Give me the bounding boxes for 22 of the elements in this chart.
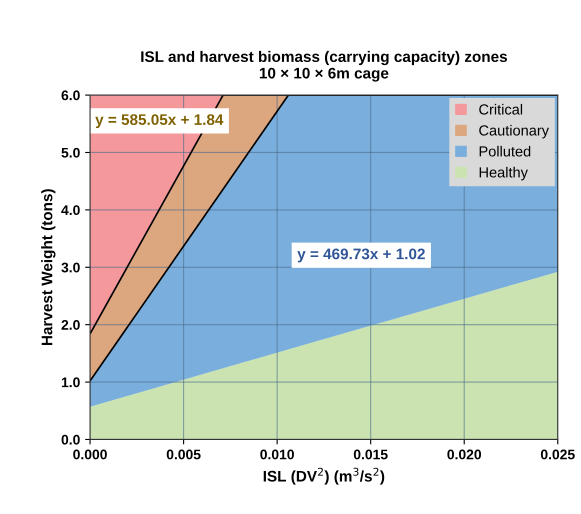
legend-label: Healthy (480, 166, 528, 180)
x-tick-label: 0.010 (260, 450, 294, 460)
y-tick-label: 4.0 (61, 205, 80, 216)
annotation: y = 585.05x + 1.84 (95, 114, 224, 128)
x-tick-label: 0.005 (166, 450, 201, 460)
x-tick-label: 0.015 (354, 450, 388, 460)
y-tick-label: 1.0 (62, 377, 80, 388)
legend-label: Cautionary (479, 124, 549, 138)
y-tick-label: 6.0 (62, 90, 80, 100)
annotation: y = 469.73x + 1.02 (297, 248, 425, 262)
y-tick-label: 3.0 (61, 262, 80, 272)
x-tick-label: 0.025 (540, 450, 575, 460)
legend-label: Critical (479, 104, 522, 115)
y-tick-label: 0.0 (62, 434, 80, 445)
x-tick-label: 0.020 (447, 450, 482, 460)
x-tick-label: 0.000 (73, 450, 107, 460)
y-axis-title: Harvest Weight (tons) (41, 189, 56, 346)
legend-label: Polluted (480, 146, 530, 157)
chart-title: ISL and harvest biomass (carrying capacity) zones 10 × 10 × 6m cage (141, 50, 507, 82)
y-tick-label: 2.0 (62, 320, 80, 330)
y-tick-label: 5.0 (61, 148, 80, 158)
x-axis-title: ISL (DV$^{2}$) (m$^{3}$/s$^{2}$) (264, 468, 384, 485)
